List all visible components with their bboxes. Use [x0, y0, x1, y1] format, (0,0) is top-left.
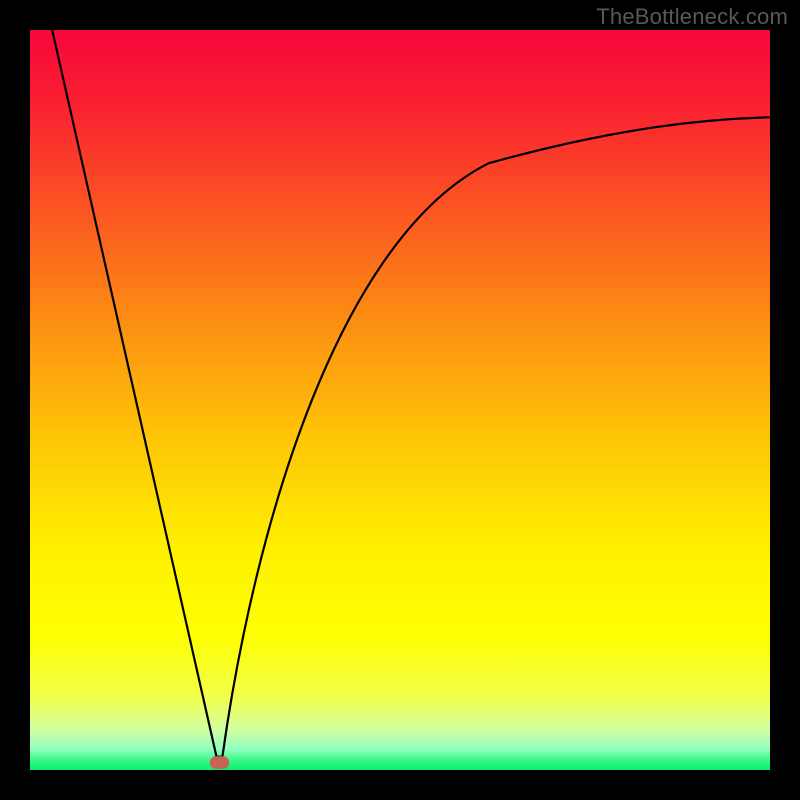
- chart-wrapper: TheBottleneck.com: [0, 0, 800, 800]
- plot-background: [30, 30, 770, 770]
- watermark-text: TheBottleneck.com: [596, 4, 788, 30]
- optimal-point-marker: [210, 756, 229, 769]
- bottleneck-curve-chart: [0, 0, 800, 800]
